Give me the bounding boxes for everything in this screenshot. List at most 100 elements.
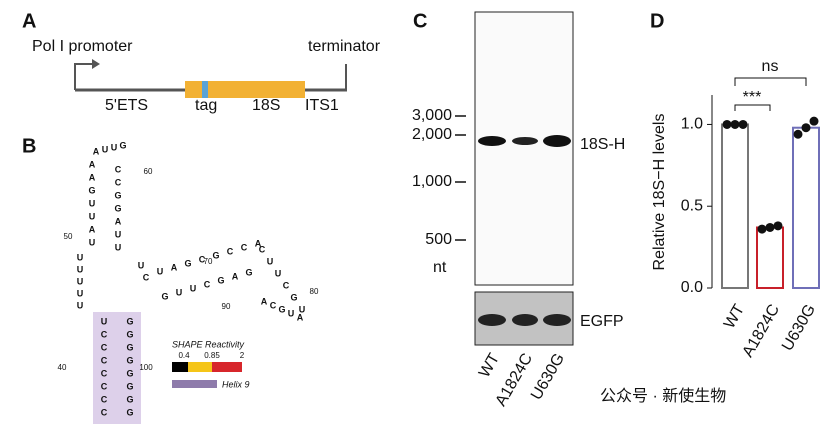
marker-label: 3,000	[412, 107, 452, 124]
helix-key	[172, 380, 217, 388]
replicate-point	[765, 222, 775, 232]
position-label: 80	[310, 287, 319, 296]
promoter-label: Pol I promoter	[32, 38, 133, 55]
nucleotide: C	[101, 342, 108, 352]
nucleotide: C	[270, 300, 277, 310]
panel-letter: A	[22, 10, 36, 32]
lane-label: WT	[476, 350, 503, 380]
nucleotide: G	[184, 258, 191, 268]
nucleotide: A	[93, 146, 100, 156]
nucleotide: C	[241, 242, 248, 252]
replicate-point	[801, 123, 811, 133]
band-label: 18S-H	[580, 136, 625, 153]
nucleotide: A	[232, 271, 239, 281]
nucleotide: G	[126, 407, 133, 417]
marker-label: 2,000	[412, 126, 452, 143]
nucleotide: G	[119, 140, 126, 150]
nucleotide: A	[89, 172, 96, 182]
panel-letter: C	[413, 10, 427, 32]
bar	[721, 123, 749, 290]
nucleotide: C	[101, 355, 108, 365]
replicate-point	[757, 224, 767, 234]
shape-bin	[188, 362, 212, 372]
nucleotide: U	[89, 237, 96, 247]
position-label: 50	[64, 232, 73, 241]
position-label: 90	[222, 302, 231, 311]
nucleotide: U	[77, 288, 84, 298]
nucleotide: C	[283, 280, 290, 290]
nucleotide: A	[261, 296, 268, 306]
replicate-point	[738, 119, 748, 129]
nucleotide: G	[212, 250, 219, 260]
nucleotide: U	[157, 266, 164, 276]
nucleotide: U	[111, 142, 118, 152]
nucleotide: U	[275, 268, 282, 278]
x-tick-label: U630G	[779, 302, 819, 354]
nucleotide: U	[176, 287, 183, 297]
legend-tick: 2	[240, 351, 245, 360]
nucleotide: U	[267, 256, 274, 266]
nucleotide: C	[259, 244, 266, 254]
nucleotide: C	[199, 254, 206, 264]
nucleotide: G	[290, 292, 297, 302]
band	[543, 135, 571, 147]
marker-label: 500	[425, 231, 452, 248]
nucleotide: G	[126, 355, 133, 365]
nucleotide: U	[77, 276, 84, 286]
nucleotide: A	[171, 262, 178, 272]
segment-label: tag	[195, 97, 217, 114]
nucleotide: A	[297, 312, 304, 322]
sig-label: ***	[743, 89, 762, 106]
nucleotide: G	[217, 275, 224, 285]
nucleotide: U	[77, 252, 84, 262]
sig-bracket	[734, 77, 807, 86]
unit-label: nt	[433, 259, 447, 276]
nucleotide: A	[89, 159, 96, 169]
nucleotide: U	[299, 304, 306, 314]
band	[478, 136, 506, 146]
replicate-point	[809, 116, 819, 126]
nucleotide: C	[143, 272, 150, 282]
terminator-label: terminator	[308, 38, 381, 55]
shape-bin	[212, 362, 242, 372]
nucleotide: A	[89, 224, 96, 234]
shape-bin	[172, 362, 188, 372]
nucleotide: G	[114, 190, 121, 200]
nucleotide: G	[126, 381, 133, 391]
nucleotide: U	[102, 144, 109, 154]
nucleotide: G	[126, 368, 133, 378]
nucleotide: U	[288, 308, 295, 318]
band	[512, 137, 538, 145]
nucleotide: G	[114, 203, 121, 213]
segment-label: 5'ETS	[105, 97, 148, 114]
sig-label: ns	[762, 58, 779, 75]
bar	[756, 226, 784, 289]
y-axis-label: Relative 18S−H levels	[651, 114, 668, 271]
gel-main	[474, 11, 574, 286]
nucleotide: U	[89, 198, 96, 208]
nucleotide: U	[77, 300, 84, 310]
nucleotide: A	[255, 238, 262, 248]
bar	[792, 126, 820, 289]
sig-bracket	[734, 104, 771, 111]
band-label: EGFP	[580, 313, 624, 330]
band	[512, 314, 538, 326]
helix-label: Helix 9	[222, 379, 250, 389]
nucleotide: U	[190, 283, 197, 293]
nucleotide: C	[204, 279, 211, 289]
band	[543, 314, 571, 326]
nucleotide: C	[227, 246, 234, 256]
y-tick-label: 0.0	[681, 279, 703, 296]
nucleotide: G	[126, 316, 133, 326]
nucleotide: C	[101, 368, 108, 378]
replicate-point	[722, 119, 732, 129]
nucleotide: U	[138, 260, 145, 270]
position-label: 40	[58, 363, 67, 372]
legend-tick: 0.85	[204, 351, 220, 360]
watermark: 公众号 · 新使生物	[600, 387, 726, 405]
nucleotide: G	[126, 342, 133, 352]
tag-box	[202, 81, 208, 98]
position-label: 70	[204, 257, 213, 266]
nucleotide: G	[278, 304, 285, 314]
nucleotide: C	[115, 177, 122, 187]
